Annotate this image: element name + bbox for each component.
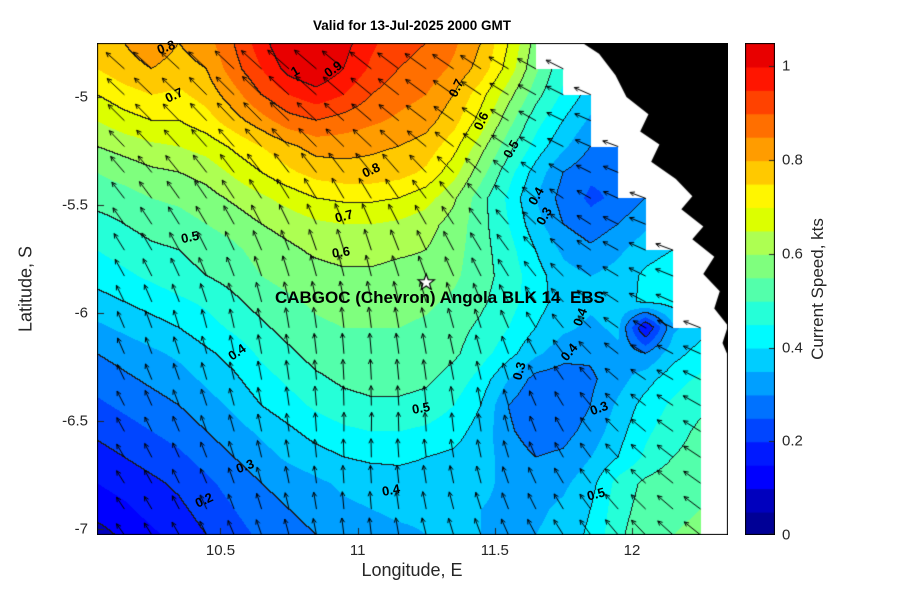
y-tick-label: -5.5 bbox=[62, 196, 88, 214]
y-tick-label: -5 bbox=[74, 88, 88, 106]
x-tick-label: 12 bbox=[623, 542, 641, 559]
colorbar-tick-label: 0.2 bbox=[782, 432, 803, 450]
y-axis-label: Latitude, S bbox=[15, 245, 36, 333]
plot-title: Valid for 13-Jul-2025 2000 GMT bbox=[312, 18, 512, 33]
y-tick-label: -6 bbox=[74, 304, 88, 322]
contour-map-canvas bbox=[97, 43, 728, 535]
colorbar-label: Current Speed, kts bbox=[808, 218, 827, 360]
y-tick-label: -7 bbox=[74, 520, 88, 538]
x-axis-label: Longitude, E bbox=[361, 560, 463, 580]
x-tick-label: 11 bbox=[349, 542, 366, 559]
x-tick-label: 10.5 bbox=[205, 542, 236, 559]
colorbar-tick-label: 0.4 bbox=[782, 339, 803, 357]
colorbar-tick-label: 0.6 bbox=[782, 245, 803, 263]
colorbar-tick-label: 1 bbox=[782, 57, 791, 75]
colorbar-canvas bbox=[745, 43, 775, 535]
y-tick-label: -6.5 bbox=[62, 412, 88, 430]
colorbar-tick-label: 0 bbox=[782, 526, 791, 544]
x-tick-label: 11.5 bbox=[480, 542, 509, 559]
colorbar-tick-label: 0.8 bbox=[782, 151, 803, 169]
